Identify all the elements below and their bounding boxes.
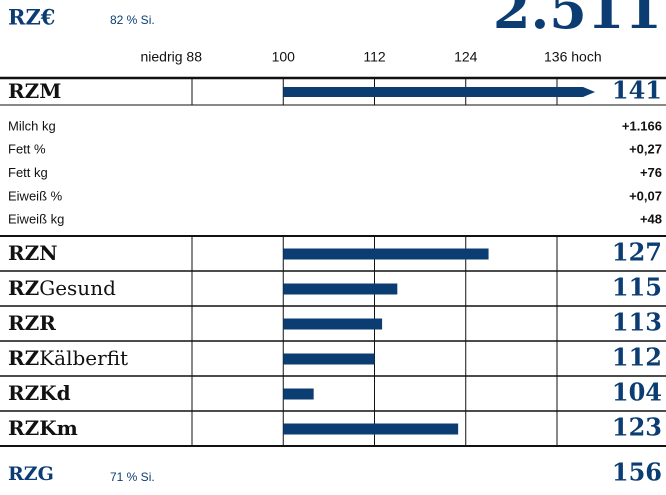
- name-part: RZR: [8, 311, 56, 335]
- bar: [283, 353, 375, 365]
- trait-name: Fett %: [8, 142, 46, 157]
- name-part: Gesund: [39, 276, 116, 300]
- footer-reliability: 71 % Si.: [110, 470, 155, 484]
- x-tick-label: 136 hoch: [544, 49, 602, 65]
- name-part: RZN: [8, 241, 58, 265]
- name-part: RZKd: [8, 381, 71, 405]
- row-name: RZKd: [8, 381, 71, 405]
- bar: [283, 248, 489, 260]
- trait-value: +0,27: [629, 142, 662, 157]
- name-part: RZKm: [8, 416, 78, 440]
- bar: [283, 423, 459, 435]
- row-value: 123: [612, 413, 662, 442]
- x-tick-label: 100: [272, 49, 296, 65]
- name-part: RZ: [8, 346, 39, 370]
- row-name: RZR: [8, 311, 56, 335]
- name-part: RZ: [8, 276, 39, 300]
- bar: [283, 87, 596, 97]
- trait-value: +1.166: [622, 118, 662, 133]
- trait-name: Eiweiß %: [8, 188, 63, 203]
- bar: [283, 318, 383, 330]
- header-reliability: 82 % Si.: [110, 13, 155, 27]
- trait-value: +76: [640, 165, 662, 180]
- row-value: 115: [612, 273, 662, 302]
- footer-value: 156: [612, 458, 662, 487]
- bar: [283, 283, 398, 295]
- trait-value: +0,07: [629, 188, 662, 203]
- row-name: RZKälberfit: [8, 346, 128, 370]
- x-tick-label: niedrig 88: [141, 49, 203, 65]
- footer-name: RZG: [8, 463, 54, 485]
- x-tick-label: 124: [454, 49, 478, 65]
- row-name: RZN: [8, 241, 58, 265]
- x-tick-label: 112: [363, 49, 386, 65]
- row-value: 127: [612, 238, 662, 267]
- trait-name: Eiweiß kg: [8, 212, 64, 227]
- row-value: 104: [612, 378, 662, 407]
- trait-name: Milch kg: [8, 118, 56, 133]
- row-name: RZGesund: [8, 276, 116, 300]
- row-value: 141: [612, 76, 662, 105]
- row-name: RZKm: [8, 416, 78, 440]
- header-value: 2.511: [493, 0, 662, 41]
- row-value: 112: [612, 343, 662, 372]
- trait-value: +48: [640, 212, 662, 227]
- name-part: Kälberfit: [39, 346, 128, 370]
- row-value: 113: [612, 308, 662, 337]
- bar: [283, 388, 314, 400]
- name-part: RZM: [8, 79, 61, 103]
- header-name: RZ€: [8, 5, 55, 30]
- trait-name: Fett kg: [8, 165, 48, 180]
- row-name: RZM: [8, 79, 61, 103]
